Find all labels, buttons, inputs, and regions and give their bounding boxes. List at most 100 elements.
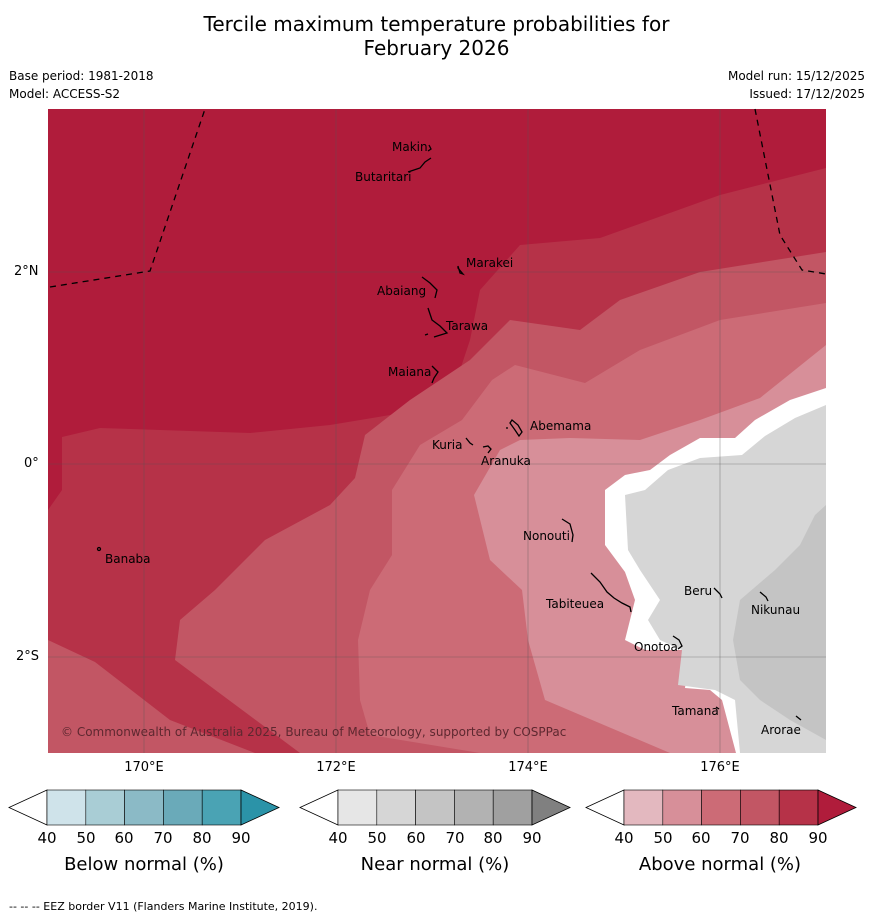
issued-text: Issued: 17/12/2025 [749,87,865,101]
below-colorbar-segment [163,789,203,826]
nonouti-outline [561,518,574,543]
label-onotoa: Onotoa [634,640,678,654]
onotoa-outline [672,635,683,650]
abemama-outline [509,419,523,438]
label-tamana: Tamana [671,704,719,718]
label-marakei: Marakei [466,256,513,270]
above-tick-50: 50 [653,829,673,847]
footer-eez-note: -- -- -- EEZ border V11 (Flanders Marine… [9,900,318,913]
copyright-text: © Commonwealth of Australia 2025, Bureau… [61,725,566,739]
lat-tick-2s: 2°S [16,649,40,664]
banaba-outline [96,546,102,552]
above-normal-label: Above normal (%) [638,854,802,875]
tarawa-outline [427,307,449,338]
lon-tick-176e: 176°E [700,760,740,775]
probability-field [48,109,826,753]
label-maiana: Maiana [388,365,431,379]
label-abaiang: Abaiang [377,284,426,298]
colorbars [8,789,857,826]
arorae-outline [795,715,802,721]
below-tick-40: 40 [37,829,57,847]
label-tabiteuea: Tabiteuea [545,597,604,611]
below-colorbar-high-extend [240,789,280,826]
lon-tick-170e: 170°E [124,760,164,775]
lon-tick-174e: 174°E [508,760,548,775]
base-period-text: Base period: 1981-2018 [9,69,154,83]
eez-border-east [754,108,827,275]
aranuka-outline [482,445,492,454]
model-run-text: Model run: 15/12/2025 [727,69,865,83]
above-colorbar-segment [778,789,819,826]
title-line-2: February 2026 [363,36,510,60]
label-kuria: Kuria [432,438,463,452]
near-normal-label: Near normal (%) [360,854,510,875]
label-arorae: Arorae [761,723,801,737]
label-abemama: Abemama [530,419,591,433]
above-tick-60: 60 [691,829,711,847]
label-tarawa: Tarawa [445,319,488,333]
near-colorbar-high-extend [531,789,571,826]
label-makin: Makin [392,140,428,154]
near-colorbar-segment [454,789,494,826]
below-tick-90: 90 [231,829,251,847]
above-colorbar-high-extend [817,789,857,826]
above-colorbar-segment [662,789,702,826]
nikunau-outline [759,591,769,602]
above-tick-40: 40 [614,829,634,847]
near-tick-90: 90 [522,829,542,847]
near-colorbar-segment [492,789,533,826]
label-nonouti: Nonouti [523,529,570,543]
below-colorbar-segment [85,789,125,826]
above-tick-80: 80 [769,829,789,847]
near-tick-40: 40 [328,829,348,847]
meta-left: Base period: 1981-2018 Model: ACCESS-S2 [9,67,154,103]
abaiang-outline [421,276,438,299]
near-tick-50: 50 [367,829,387,847]
gridlines [48,109,826,753]
below-colorbar-segment [124,789,164,826]
eez-borders [49,108,827,288]
model-text: Model: ACCESS-S2 [9,87,121,101]
zone-near-60 [733,505,826,740]
kuria-outline [465,437,474,446]
butaritari-outline [407,157,432,173]
island-labels: Makin Butaritari Marakei Abaiang Tarawa … [105,140,801,737]
makin-outline [427,144,432,152]
eez-border-west [49,108,206,288]
above-colorbar-low-extend [585,789,625,826]
lat-tick-2n: 2°N [14,264,39,279]
label-butaritari: Butaritari [355,170,412,184]
near-colorbar-low-extend [299,789,339,826]
lat-tick-0: 0° [24,456,39,471]
above-colorbar-segment [623,789,664,826]
below-tick-80: 80 [192,829,212,847]
above-colorbar-segment [740,789,780,826]
maiana-outline [431,365,439,384]
near-tick-70: 70 [445,829,465,847]
tabiteuea-outline [590,572,632,613]
label-beru: Beru [684,584,712,598]
marakei-outline [457,265,465,276]
below-colorbar-low-extend [8,789,48,826]
above-tick-90: 90 [808,829,828,847]
tamana-outline [715,706,720,710]
below-tick-60: 60 [114,829,134,847]
title-line-1: Tercile maximum temperature probabilitie… [203,12,670,36]
near-colorbar-segment [415,789,455,826]
near-tick-80: 80 [483,829,503,847]
island-outlines [96,144,802,721]
above-tick-70: 70 [730,829,750,847]
below-colorbar-segment [201,789,242,826]
above-colorbar-segment [701,789,741,826]
below-normal-label: Below normal (%) [64,854,224,875]
below-tick-70: 70 [153,829,173,847]
below-tick-50: 50 [76,829,96,847]
lon-tick-172e: 172°E [316,760,356,775]
below-colorbar-segment [46,789,87,826]
label-banaba: Banaba [105,552,151,566]
meta-right: Model run: 15/12/2025 Issued: 17/12/2025 [728,67,865,103]
near-colorbar-segment [376,789,416,826]
near-tick-60: 60 [406,829,426,847]
label-nikunau: Nikunau [751,603,800,617]
